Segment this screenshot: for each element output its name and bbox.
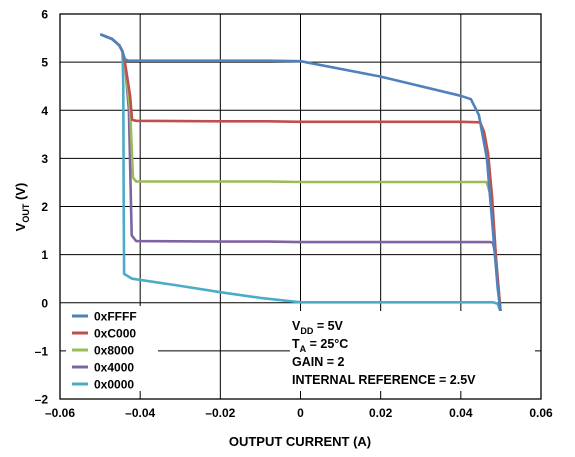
y-tick-label: 6 — [41, 8, 48, 22]
x-tick-label: 0.02 — [369, 406, 393, 420]
annotation-box — [290, 311, 535, 391]
x-tick-labels: –0.06 –0.04 –0.02 0 0.02 0.04 0.06 — [45, 406, 553, 420]
x-tick-label: –0.06 — [45, 406, 75, 420]
x-tick-label: 0 — [297, 406, 304, 420]
y-tick-label: –2 — [35, 393, 49, 407]
x-tick-label: –0.04 — [125, 406, 155, 420]
y-tick-label: 5 — [41, 56, 48, 70]
annotation-internal-reference: INTERNAL REFERENCE = 2.5V — [292, 373, 476, 387]
y-tick-label: 1 — [41, 248, 48, 262]
legend-label: 0xFFFF — [94, 310, 137, 324]
x-tick-label: 0.04 — [449, 406, 473, 420]
legend-label: 0xC000 — [94, 327, 136, 341]
legend-label: 0x0000 — [94, 378, 134, 392]
annotation-gain: GAIN = 2 — [292, 355, 344, 369]
series-lines — [100, 33, 502, 313]
legend-label: 0x4000 — [94, 361, 134, 375]
series-line — [100, 33, 502, 313]
grid — [59, 13, 542, 400]
legend: 0xFFFF 0xC000 0x8000 0x4000 0x0000 — [72, 310, 137, 392]
x-tick-label: –0.02 — [205, 406, 235, 420]
y-tick-label: –1 — [35, 344, 49, 358]
y-tick-label: 4 — [41, 104, 48, 118]
y-tick-labels: –2 –1 0 1 2 3 4 5 6 — [35, 8, 49, 407]
annotation-vdd: VDD = 5V — [292, 319, 344, 336]
legend-label: 0x8000 — [94, 344, 134, 358]
y-tick-label: 3 — [41, 152, 48, 166]
x-tick-label: 0.06 — [529, 406, 553, 420]
y-tick-label: 2 — [41, 200, 48, 214]
annotation-ta: TA = 25°C — [292, 337, 348, 354]
y-axis-title: VOUT (V) — [13, 183, 31, 232]
x-axis-title: OUTPUT CURRENT (A) — [229, 434, 371, 449]
y-tick-label: 0 — [41, 296, 48, 310]
plot-frame — [59, 13, 542, 400]
